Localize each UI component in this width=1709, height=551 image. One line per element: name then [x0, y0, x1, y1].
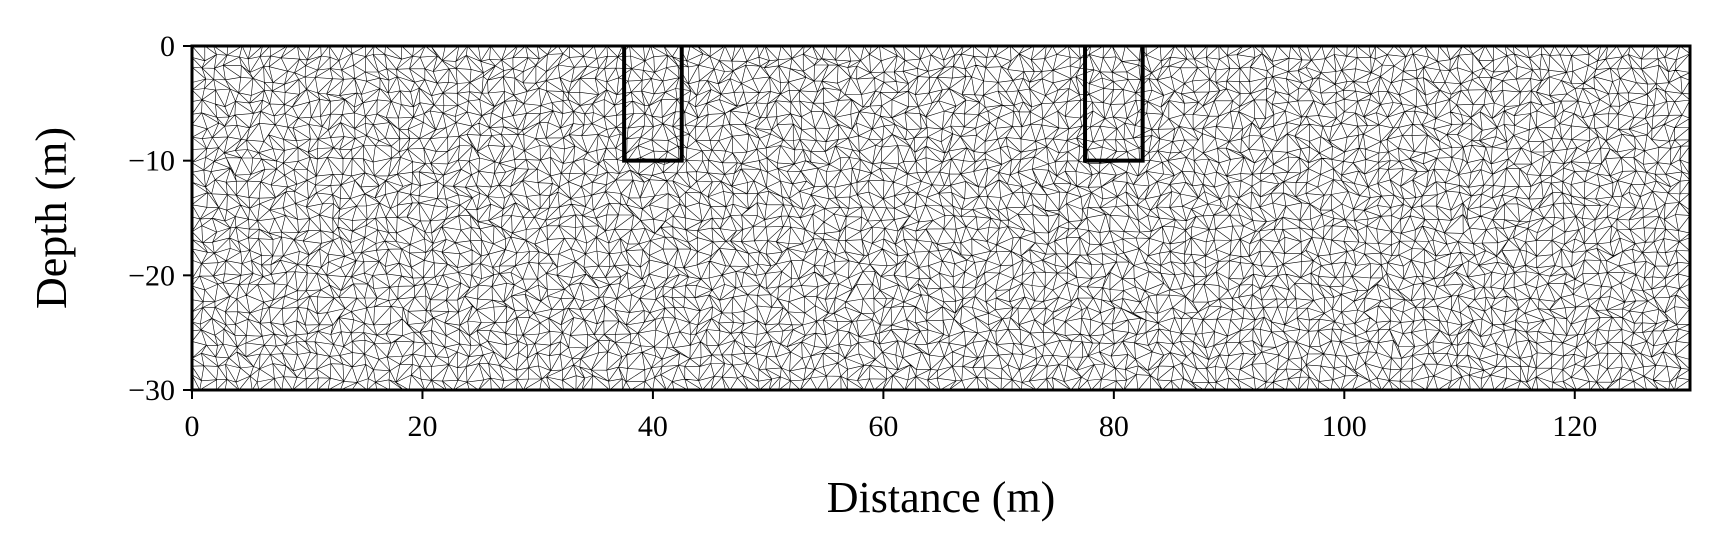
x-tick-label: 20: [407, 410, 437, 443]
x-tick-label: 100: [1322, 410, 1367, 443]
y-axis-label: Depth (m): [27, 127, 76, 309]
mesh-edges: [192, 46, 1690, 390]
x-axis-label: Distance (m): [827, 473, 1055, 522]
embedded-regions: [622, 46, 1145, 163]
x-tick-label: 120: [1552, 410, 1597, 443]
x-tick-label: 0: [185, 410, 200, 443]
y-tick-label: 0: [160, 30, 175, 63]
x-tick-label: 60: [868, 410, 898, 443]
y-axis-ticks: 0 −10 −20 −30: [128, 30, 192, 407]
x-tick-label: 40: [638, 410, 668, 443]
plot-frame: [190, 44, 1692, 392]
x-axis-ticks: 0 20 40 60 80 100 120: [185, 390, 1597, 443]
y-tick-label: −20: [128, 259, 175, 292]
y-tick-label: −30: [128, 374, 175, 407]
triangular-mesh: [192, 46, 1690, 390]
x-tick-label: 80: [1099, 410, 1129, 443]
region-outline-1: [622, 46, 684, 163]
y-tick-label: −10: [128, 145, 175, 178]
region-outline-2: [1083, 46, 1145, 163]
